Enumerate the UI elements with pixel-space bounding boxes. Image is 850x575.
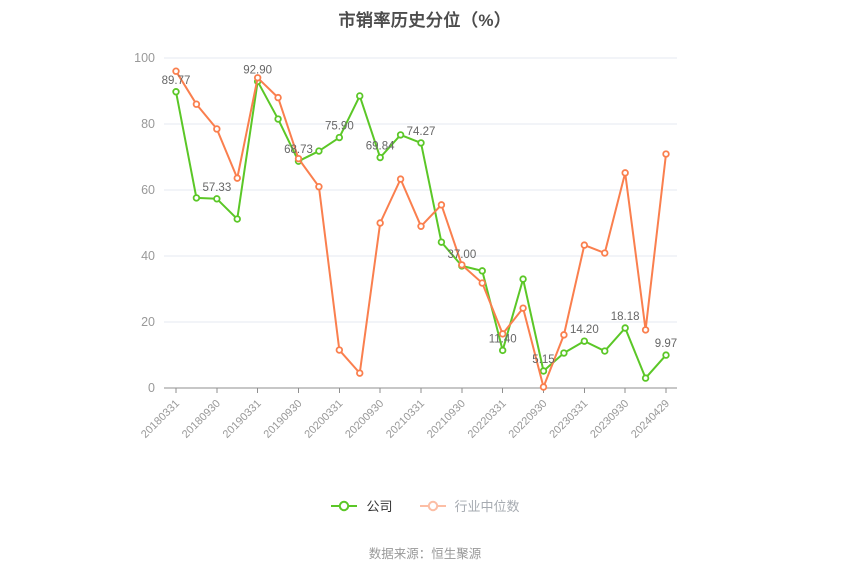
x-axis-label: 20210331 bbox=[384, 398, 427, 441]
data-point-industry-median[interactable] bbox=[274, 93, 282, 102]
point-label: 89.77 bbox=[162, 75, 191, 87]
data-point-industry-median[interactable] bbox=[498, 330, 507, 338]
point-label: 69.84 bbox=[366, 141, 395, 153]
x-axis-label: 20240429 bbox=[629, 398, 672, 441]
data-point-company[interactable] bbox=[396, 131, 405, 139]
data-point-company[interactable] bbox=[662, 351, 670, 359]
data-point-company[interactable] bbox=[417, 139, 425, 147]
data-point-industry-median[interactable] bbox=[376, 219, 384, 227]
x-axis-label: 20190331 bbox=[221, 398, 264, 441]
legend-item-company[interactable]: 公司 bbox=[330, 496, 393, 515]
data-point-industry-median[interactable] bbox=[560, 331, 568, 339]
data-point-company[interactable] bbox=[498, 346, 507, 355]
x-axis-label: 20220930 bbox=[507, 398, 550, 441]
data-point-industry-median[interactable] bbox=[253, 74, 262, 82]
data-point-company[interactable] bbox=[437, 238, 446, 246]
data-point-industry-median[interactable] bbox=[539, 383, 548, 391]
data-point-company[interactable] bbox=[376, 153, 384, 162]
point-label: 92.90 bbox=[243, 64, 272, 76]
y-axis-label: 20 bbox=[141, 315, 155, 329]
data-point-industry-median[interactable] bbox=[356, 369, 364, 377]
data-point-company[interactable] bbox=[274, 115, 282, 123]
point-label: 5.15 bbox=[532, 354, 554, 366]
x-axis-label: 20190930 bbox=[262, 398, 305, 441]
data-point-industry-median[interactable] bbox=[335, 346, 344, 354]
data-point-company[interactable] bbox=[315, 147, 323, 155]
legend-item-industry-median[interactable]: 行业中位数 bbox=[419, 496, 520, 515]
data-point-industry-median[interactable] bbox=[396, 175, 405, 183]
legend-label-company: 公司 bbox=[366, 499, 393, 514]
data-point-company[interactable] bbox=[539, 367, 548, 375]
data-point-company[interactable] bbox=[641, 374, 650, 382]
x-axis-label: 20180930 bbox=[180, 398, 223, 441]
x-axis-label: 20230331 bbox=[547, 398, 590, 441]
data-point-industry-median[interactable] bbox=[621, 169, 629, 177]
point-label: 11.40 bbox=[489, 333, 517, 345]
point-label: 57.33 bbox=[202, 182, 231, 194]
data-point-company[interactable] bbox=[192, 194, 201, 202]
point-label: 75.90 bbox=[325, 121, 354, 133]
data-point-company[interactable] bbox=[335, 133, 344, 142]
data-point-industry-median[interactable] bbox=[519, 304, 527, 312]
point-label: 9.97 bbox=[655, 338, 677, 350]
data-point-company[interactable] bbox=[519, 275, 527, 283]
point-label: 68.73 bbox=[284, 144, 313, 156]
x-axis-label: 20180331 bbox=[139, 398, 182, 441]
data-point-company[interactable] bbox=[580, 337, 589, 345]
data-point-industry-median[interactable] bbox=[192, 100, 201, 108]
data-source: 数据来源：恒生聚源 bbox=[368, 547, 482, 561]
data-point-industry-median[interactable] bbox=[437, 201, 446, 209]
data-point-industry-median[interactable] bbox=[233, 174, 241, 182]
chart-title: 市销率历史分位（%） bbox=[338, 11, 512, 30]
company-line-marker-icon bbox=[331, 500, 358, 511]
point-label: 14.20 bbox=[570, 324, 599, 336]
data-point-industry-median[interactable] bbox=[213, 125, 221, 133]
data-point-company[interactable] bbox=[213, 195, 221, 203]
data-point-company[interactable] bbox=[560, 349, 568, 357]
y-axis-label: 100 bbox=[134, 51, 155, 65]
data-point-company[interactable] bbox=[172, 88, 180, 96]
x-axis-label: 20220331 bbox=[466, 398, 509, 441]
x-axis-label: 20200331 bbox=[302, 398, 345, 441]
y-axis-label: 0 bbox=[148, 381, 155, 395]
data-point-industry-median[interactable] bbox=[172, 67, 180, 75]
y-axis-label: 40 bbox=[141, 249, 155, 263]
data-point-industry-median[interactable] bbox=[580, 241, 589, 249]
data-point-industry-median[interactable] bbox=[662, 150, 670, 158]
y-axis-label: 80 bbox=[141, 117, 155, 131]
data-point-industry-median[interactable] bbox=[641, 326, 650, 334]
data-point-industry-median[interactable] bbox=[601, 249, 609, 257]
data-point-industry-median[interactable] bbox=[315, 182, 323, 191]
point-label: 74.27 bbox=[407, 126, 436, 138]
data-point-industry-median[interactable] bbox=[478, 279, 486, 287]
industry-line-marker-icon bbox=[419, 500, 446, 511]
point-label: 18.18 bbox=[611, 311, 640, 323]
data-point-industry-median[interactable] bbox=[458, 261, 466, 269]
x-axis-label: 20230930 bbox=[588, 398, 631, 441]
chart-legend: 公司 行业中位数 bbox=[0, 496, 850, 515]
x-axis-label: 20200930 bbox=[343, 398, 386, 441]
x-axis-label: 20210930 bbox=[425, 398, 468, 441]
y-axis-label: 60 bbox=[141, 183, 155, 197]
data-point-company[interactable] bbox=[233, 215, 241, 223]
data-point-company[interactable] bbox=[601, 347, 609, 355]
data-point-industry-median[interactable] bbox=[417, 222, 425, 230]
point-label: 37.00 bbox=[447, 249, 476, 261]
data-point-industry-median[interactable] bbox=[294, 154, 303, 163]
data-point-company[interactable] bbox=[621, 324, 629, 332]
data-point-company[interactable] bbox=[478, 267, 486, 275]
data-point-company[interactable] bbox=[356, 92, 364, 100]
legend-label-industry-median: 行业中位数 bbox=[454, 499, 520, 514]
